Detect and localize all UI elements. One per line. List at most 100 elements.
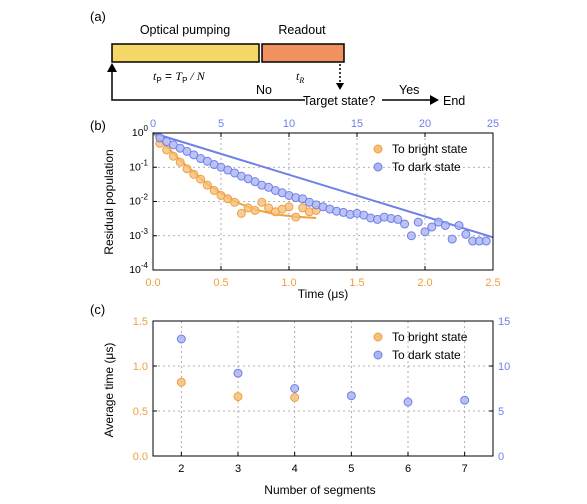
data-point-bright bbox=[236, 208, 246, 218]
panel-b-grid bbox=[153, 133, 493, 270]
x-tick-label: 4 bbox=[292, 463, 298, 475]
data-point-dark bbox=[290, 384, 300, 393]
y-tick-label: 10-1 bbox=[129, 158, 148, 173]
panel-b-ylabel: Residual population bbox=[102, 149, 116, 254]
y-tick-label-left: 1.0 bbox=[133, 361, 148, 373]
data-point-bright bbox=[175, 157, 185, 167]
data-point-bright bbox=[291, 212, 301, 222]
legend-marker-dark bbox=[373, 162, 383, 172]
top-x-tick-label: 0 bbox=[150, 118, 156, 130]
y-tick-label-left: 0.5 bbox=[133, 406, 148, 418]
top-x-tick-label: 5 bbox=[218, 118, 224, 130]
no-feedback-line bbox=[111, 70, 305, 101]
x-tick-label: 7 bbox=[462, 463, 468, 475]
data-point-bright bbox=[257, 197, 267, 207]
data-point-bright bbox=[298, 203, 308, 213]
tr-formula: tR bbox=[296, 69, 304, 85]
data-point-bright bbox=[264, 203, 274, 213]
data-point-dark bbox=[346, 391, 356, 401]
data-point-bright bbox=[168, 151, 178, 161]
y-tick-label: 10-3 bbox=[129, 227, 148, 242]
y-tick-label-right: 5 bbox=[498, 406, 504, 418]
data-point-dark bbox=[461, 229, 471, 239]
x-tick-label: 0.5 bbox=[213, 277, 228, 289]
data-point-bright bbox=[189, 169, 199, 179]
x-tick-label: 5 bbox=[348, 463, 354, 475]
y-tick-label-right: 15 bbox=[498, 316, 510, 328]
data-point-dark bbox=[406, 231, 416, 241]
y-tick-label-left: 1.5 bbox=[133, 316, 148, 328]
x-tick-label: 0.0 bbox=[145, 277, 160, 289]
y-tick-label: 10-2 bbox=[129, 193, 148, 208]
target-state-question: Target state? bbox=[303, 94, 375, 108]
data-point-dark bbox=[427, 222, 437, 232]
data-point-dark bbox=[176, 334, 186, 344]
data-point-bright bbox=[233, 392, 243, 402]
panel-b-xlabel: Time (μs) bbox=[298, 287, 348, 301]
pumping-title: Optical pumping bbox=[140, 23, 230, 37]
data-point-dark bbox=[400, 219, 410, 229]
top-x-tick-label: 25 bbox=[487, 118, 499, 130]
panel-b: (b) 0.0 0.5 1.0 1.5 2.0 2.5 0 5 10 15 20 25 100 10-1 1… bbox=[90, 118, 501, 301]
data-point-bright bbox=[196, 174, 206, 184]
legend-label-bright: To bright state bbox=[392, 142, 468, 156]
data-point-dark bbox=[454, 220, 464, 230]
y-tick-label-right: 0 bbox=[498, 451, 504, 463]
legend-marker-bright bbox=[373, 332, 383, 342]
panel-c-marks bbox=[176, 334, 470, 407]
panel-a-label: (a) bbox=[90, 9, 106, 24]
panel-c-legend: To bright state To dark state bbox=[373, 330, 468, 362]
data-point-dark bbox=[393, 214, 403, 224]
data-point-bright bbox=[250, 205, 260, 215]
readout-bar bbox=[261, 43, 345, 63]
panel-c-frame bbox=[152, 320, 494, 457]
panel-b-label: (b) bbox=[90, 118, 106, 133]
panel-b-ticks: 0.0 0.5 1.0 1.5 2.0 2.5 0 5 10 15 20 25 100 10-1 10-2 1… bbox=[129, 118, 500, 289]
tp-formula: tP = TP / N bbox=[153, 69, 206, 85]
readout-title: Readout bbox=[278, 23, 326, 37]
panel-c-label: (c) bbox=[90, 302, 105, 317]
legend-marker-dark bbox=[373, 350, 383, 360]
data-point-dark bbox=[447, 234, 457, 244]
x-tick-label: 3 bbox=[235, 463, 241, 475]
data-point-dark bbox=[233, 368, 243, 378]
x-tick-label: 6 bbox=[405, 463, 411, 475]
data-point-dark bbox=[420, 227, 430, 237]
legend-label-dark: To dark state bbox=[392, 348, 461, 362]
x-tick-label: 2 bbox=[178, 463, 184, 475]
top-x-tick-label: 20 bbox=[419, 118, 431, 130]
legend-marker-bright bbox=[373, 144, 383, 154]
legend-label-dark: To dark state bbox=[392, 160, 461, 174]
no-label: No bbox=[256, 83, 272, 97]
end-label: End bbox=[443, 94, 465, 108]
panel-b-marks bbox=[152, 132, 494, 246]
y-tick-label-right: 10 bbox=[498, 361, 510, 373]
feedback-arrowhead bbox=[107, 63, 117, 72]
panel-b-legend: To bright state To dark state bbox=[373, 142, 468, 174]
panel-a: (a) Optical pumping Readout tP = TP / N … bbox=[90, 9, 465, 108]
data-point-bright bbox=[176, 377, 186, 387]
panel-c-xlabel: Number of segments bbox=[264, 483, 375, 497]
dotted-arrowhead bbox=[336, 83, 344, 90]
data-point-dark bbox=[189, 150, 199, 160]
data-point-bright bbox=[162, 145, 172, 155]
panel-c: (c) 2 3 4 5 6 7 0.0 0.5 1.0 1.5 0 5 10 15 Number of s… bbox=[90, 302, 510, 497]
x-tick-label: 1.5 bbox=[349, 277, 364, 289]
data-point-bright bbox=[209, 185, 219, 195]
y-tick-label-left: 0.0 bbox=[133, 451, 148, 463]
data-point-dark bbox=[460, 395, 470, 405]
data-point-bright bbox=[202, 180, 212, 190]
yes-label: Yes bbox=[399, 83, 419, 97]
panel-c-ylabel: Average time (μs) bbox=[102, 343, 116, 438]
yes-arrowhead bbox=[430, 95, 439, 105]
data-point-dark bbox=[413, 217, 423, 227]
pumping-bar bbox=[111, 43, 260, 63]
data-point-bright bbox=[230, 197, 240, 207]
top-x-tick-label: 10 bbox=[283, 118, 295, 130]
y-tick-label: 100 bbox=[132, 124, 149, 139]
x-tick-label: 2.5 bbox=[485, 277, 500, 289]
legend-label-bright: To bright state bbox=[392, 330, 468, 344]
panel-c-grid bbox=[153, 321, 493, 456]
data-point-bright bbox=[182, 164, 192, 174]
